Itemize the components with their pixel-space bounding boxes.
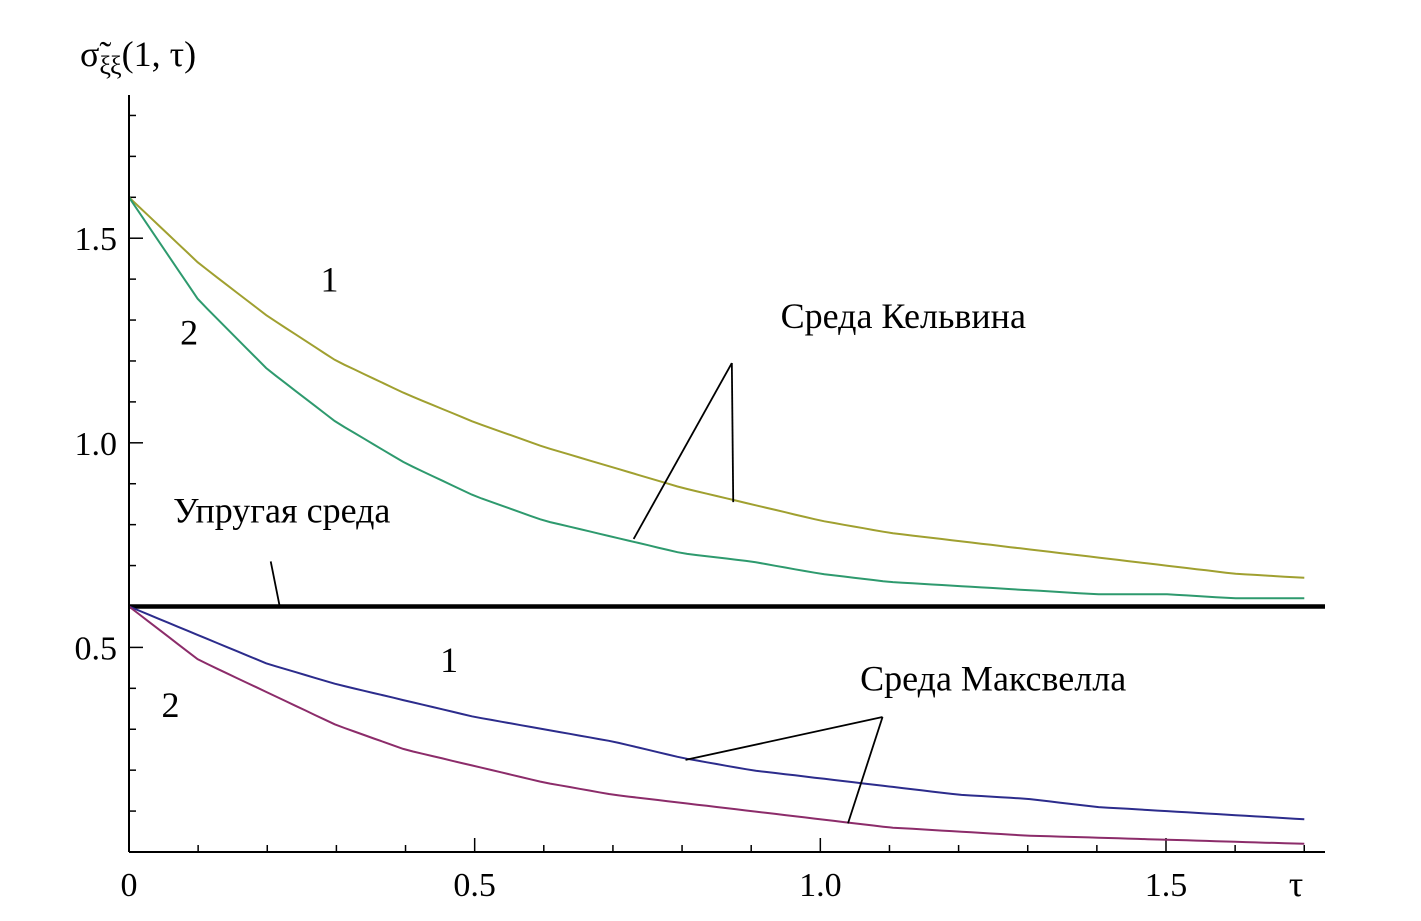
y-axis-title-subscript: ξξ: [99, 51, 121, 80]
annotation-pointer: [269, 561, 281, 607]
curve-label-kelvin-2: 2: [180, 313, 198, 353]
y-tick-label: 0.5: [75, 630, 118, 667]
annotations: Среда Кельвина Упругая среда Среда Максвел…: [173, 296, 1126, 824]
curve-labels: 1 2 1 2: [161, 259, 458, 725]
y-tick-label: 1.5: [75, 221, 118, 258]
series-line-maxwell-2: [128, 605, 1305, 845]
x-tick-label: 1.0: [799, 867, 842, 904]
annotation-pointer: [730, 363, 735, 503]
y-axis-title: σ̃ξξ(1, τ): [80, 34, 196, 80]
annotation-pointer: [685, 716, 883, 761]
tick-labels: 0 0.5 1.0 1.5 0.5 1.0 1.5: [75, 221, 1188, 904]
y-axis-title-args: (1, τ): [122, 34, 196, 74]
annotation-label: Среда Кельвина: [781, 296, 1026, 336]
axes: [128, 95, 1325, 853]
curve-label-maxwell-1: 1: [440, 640, 458, 680]
x-tick-label: 0.5: [453, 867, 496, 904]
x-tick-label: 0: [121, 867, 138, 904]
series-line-kelvin-2: [128, 196, 1305, 600]
curve-label-kelvin-1: 1: [320, 259, 338, 299]
annotation-pointer: [847, 716, 884, 824]
annotation-pointer: [632, 362, 733, 540]
annotation-label: Упругая среда: [173, 491, 390, 531]
curve-label-maxwell-2: 2: [161, 685, 179, 725]
annotation-label: Среда Максвелла: [860, 658, 1126, 698]
series-line-maxwell-1: [128, 605, 1305, 821]
x-tick-label: 1.5: [1145, 867, 1188, 904]
series-line-kelvin-1: [128, 196, 1305, 579]
y-tick-label: 1.0: [75, 426, 118, 463]
x-axis-title: τ: [1289, 864, 1303, 904]
axis-ticks: [129, 114, 1306, 852]
series-group: [128, 196, 1325, 845]
